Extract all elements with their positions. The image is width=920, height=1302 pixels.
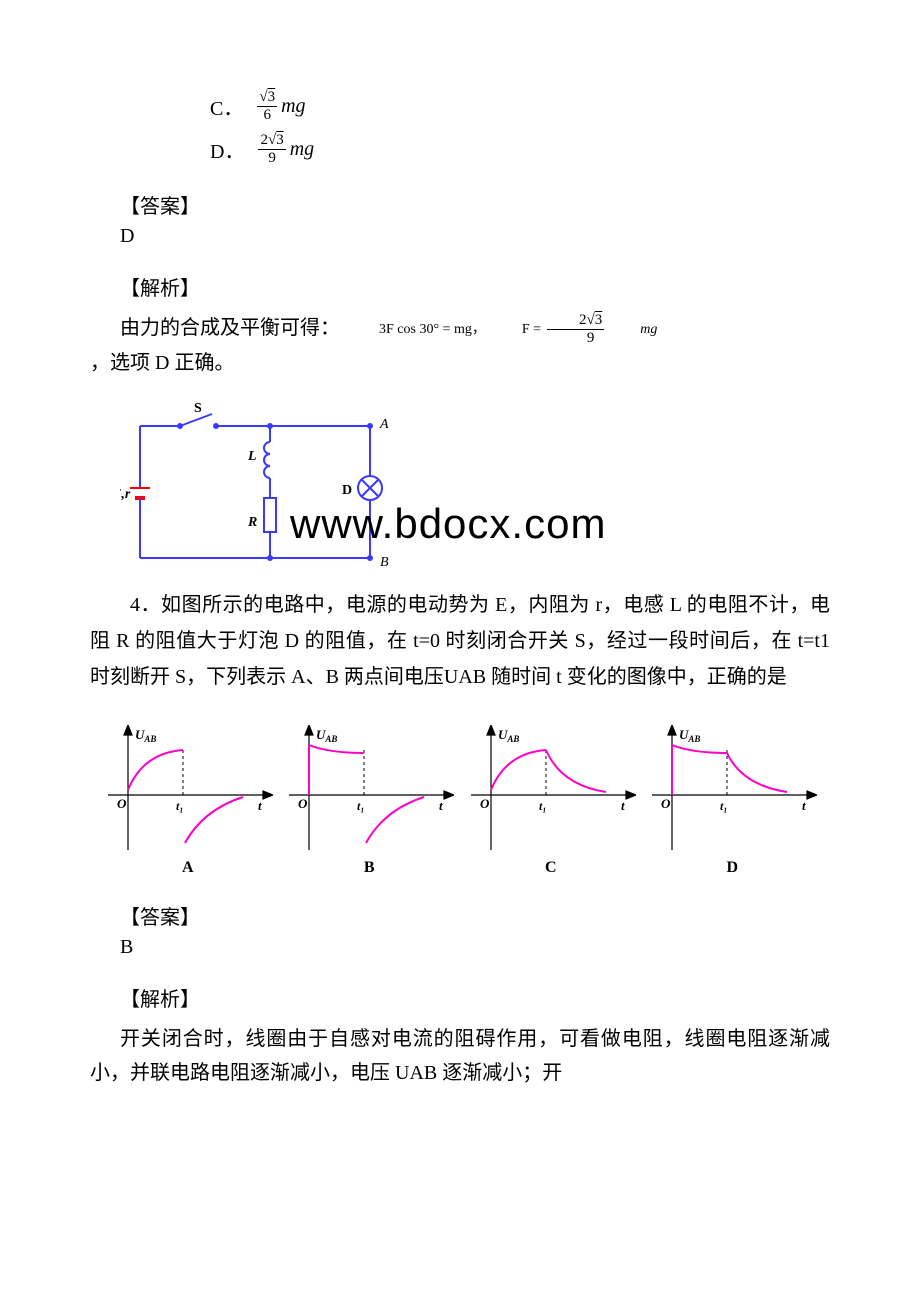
answer-value-2: B [120, 936, 830, 959]
explain-line-1: 由力的合成及平衡可得： 3F cos 30° = mg， F = 2√3 9 m… [90, 311, 830, 346]
option-c-fraction: √3 6 [257, 90, 277, 123]
graph-c-label: C [545, 859, 557, 877]
graph-d: UAB O t t₁ D [645, 725, 821, 877]
graph-d-svg: UAB O t t₁ [647, 725, 817, 855]
circuit-label-r: R [247, 515, 257, 530]
option-d-suffix: mg [290, 138, 314, 161]
option-c-formula: √3 6 mg [257, 90, 305, 123]
watermark-text: www.bdocx.com [289, 500, 606, 547]
graph-c-ylabel: UAB [498, 727, 519, 744]
graph-d-t1: t₁ [720, 799, 728, 813]
explain-2-text: 开关闭合时，线圈由于自感对电流的阻碍作用，可看做电阻，线圈电阻逐渐减小，并联电路… [90, 1022, 830, 1090]
graph-c-origin: O [480, 796, 490, 811]
circuit-svg: S A B L R D E,r www.bdocx.com [120, 398, 740, 578]
question-4-text: 4．如图所示的电路中，电源的电动势为 E，内阻为 r，电感 L 的电阻不计，电阻… [90, 587, 830, 695]
explain-heading-2: 【解析】 [90, 983, 830, 1012]
circuit-label-s: S [194, 401, 202, 416]
graph-b-label: B [364, 859, 375, 877]
graphs-row: UAB O t t₁ A UAB [100, 725, 820, 877]
graph-a-ylabel: UAB [135, 727, 156, 744]
circuit-label-er: E,r [120, 487, 131, 502]
graph-a-origin: O [117, 796, 127, 811]
page: C． √3 6 mg D． 2√3 9 mg 【答案】 D 【解析】 由力的合成… [0, 0, 920, 1302]
graph-d-ylabel: UAB [679, 727, 700, 744]
option-c: C． √3 6 mg [210, 90, 830, 123]
graph-b: UAB O t t₁ B [282, 725, 458, 877]
option-d-fraction: 2√3 9 [258, 133, 285, 166]
graph-d-xlabel: t [802, 798, 806, 813]
circuit-label-d: D [342, 483, 352, 498]
graph-a: UAB O t t₁ A [100, 725, 276, 877]
option-d-label: D． [210, 135, 244, 164]
graph-c-svg: UAB O t t₁ [466, 725, 636, 855]
explain-heading-1: 【解析】 [90, 272, 830, 301]
option-c-label: C． [210, 92, 243, 121]
graph-c-t1: t₁ [539, 799, 547, 813]
option-d: D． 2√3 9 mg [210, 133, 830, 166]
answer-heading-2: 【答案】 [90, 901, 830, 930]
answer-value-1: D [120, 225, 830, 248]
circuit-label-b: B [380, 555, 389, 570]
graph-a-t1: t₁ [176, 799, 184, 813]
graph-c: UAB O t t₁ C [463, 725, 639, 877]
graph-d-label: D [726, 859, 738, 877]
option-c-suffix: mg [281, 95, 305, 118]
graph-b-svg: UAB O t t₁ [284, 725, 454, 855]
option-d-formula: 2√3 9 mg [258, 133, 314, 166]
graph-d-origin: O [661, 796, 671, 811]
explain-formula: 3F cos 30° = mg， F = 2√3 9 mg [345, 313, 661, 346]
circuit-label-a: A [379, 417, 389, 432]
explain-tail-1: ，选项 D 正确。 [90, 346, 830, 380]
answer-heading-1: 【答案】 [90, 190, 830, 219]
circuit-block: S A B L R D E,r www.bdocx.com [120, 398, 830, 583]
graph-a-xlabel: t [258, 798, 262, 813]
graph-b-ylabel: UAB [316, 727, 337, 744]
explain-prefix: 由力的合成及平衡可得： [120, 317, 340, 339]
graph-b-t1: t₁ [357, 799, 365, 813]
graph-a-label: A [182, 859, 194, 877]
graph-b-xlabel: t [439, 798, 443, 813]
graph-b-origin: O [298, 796, 308, 811]
graph-c-xlabel: t [621, 798, 625, 813]
graph-a-svg: UAB O t t₁ [103, 725, 273, 855]
circuit-label-l: L [247, 449, 257, 464]
